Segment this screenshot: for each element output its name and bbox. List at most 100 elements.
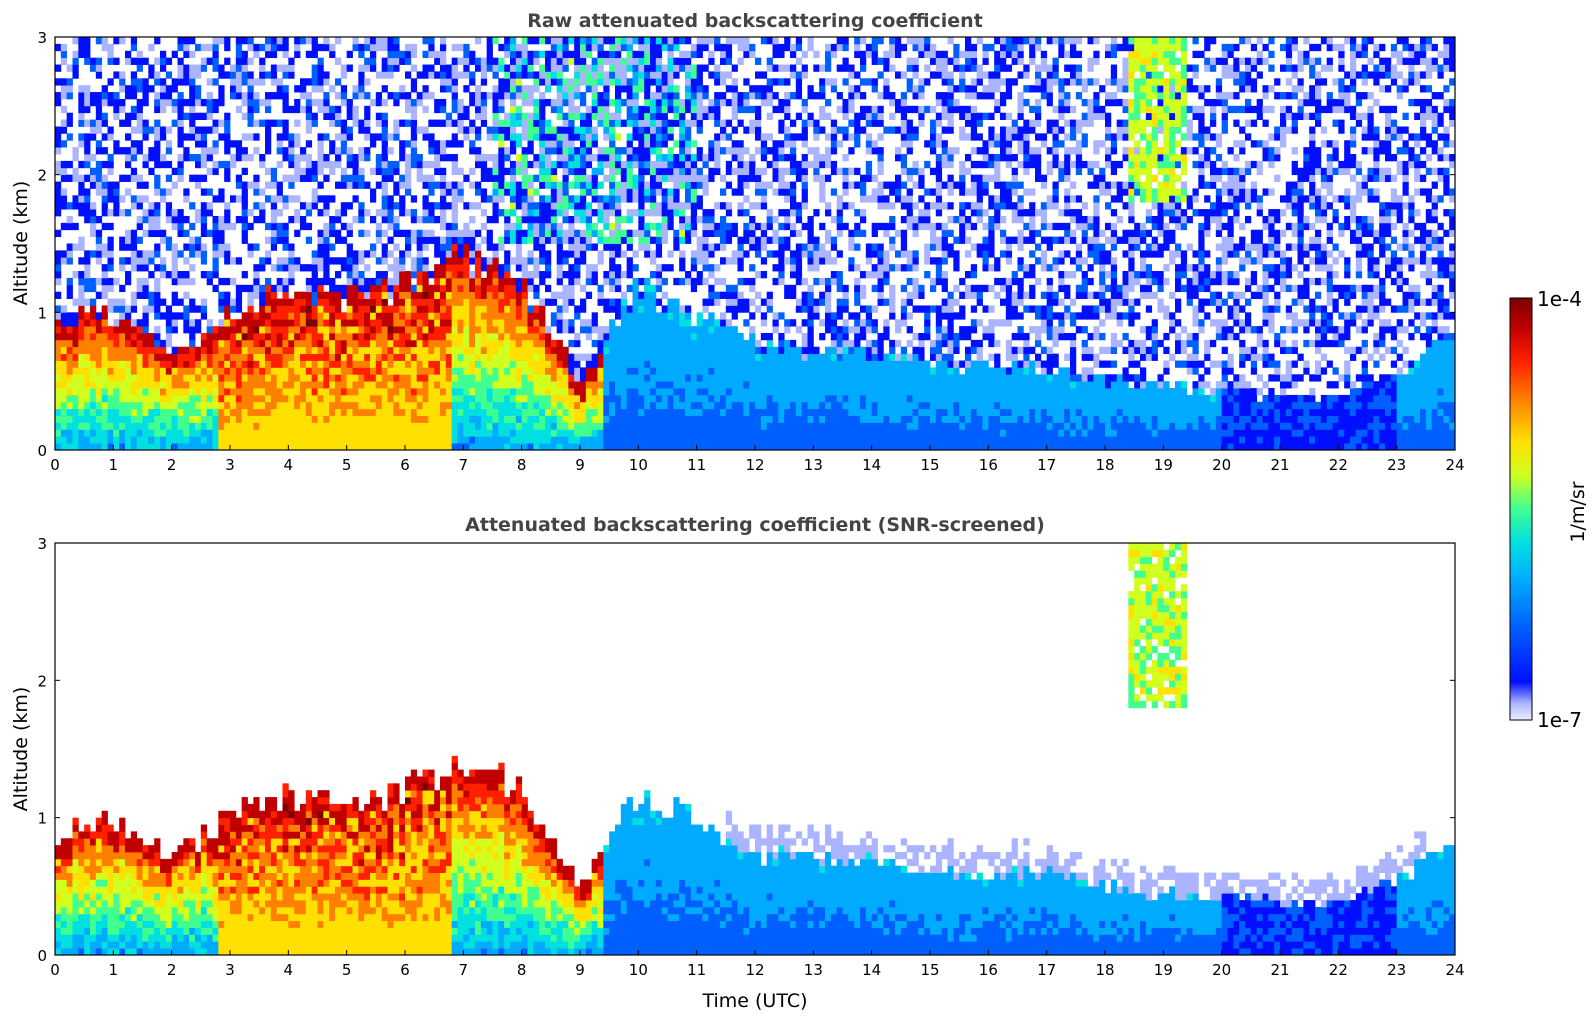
heatmap-cell (119, 147, 126, 155)
heatmap-cell (311, 271, 318, 279)
heatmap-cell (504, 264, 511, 272)
heatmap-cell (515, 215, 523, 224)
heatmap-cell (224, 360, 231, 368)
heatmap-cell (230, 222, 237, 231)
heatmap-cell (370, 339, 377, 348)
heatmap-cell (445, 394, 453, 403)
heatmap-cell (282, 174, 289, 182)
heatmap-cell (597, 209, 604, 217)
heatmap-cell (358, 257, 365, 265)
heatmap-cell (270, 367, 278, 375)
heatmap-cell (422, 332, 429, 341)
heatmap-cell (78, 305, 85, 313)
heatmap-cell (498, 360, 505, 368)
heatmap-cell (562, 257, 569, 265)
heatmap-cell (434, 388, 441, 396)
heatmap-cell (235, 339, 243, 348)
heatmap-cell (591, 415, 598, 423)
heatmap-cell (585, 243, 593, 251)
heatmap-cell (661, 305, 668, 313)
heatmap-cell (416, 374, 423, 382)
heatmap-cell (480, 195, 488, 203)
heatmap-cell (615, 85, 622, 93)
heatmap-cell (253, 284, 260, 293)
heatmap-cell (562, 195, 569, 203)
heatmap-cell (422, 174, 429, 182)
heatmap-cell (78, 332, 85, 341)
heatmap-cell (335, 415, 342, 423)
heatmap-cell (323, 271, 330, 279)
heatmap-cell (125, 360, 132, 368)
heatmap-cell (95, 401, 103, 410)
heatmap-cell (107, 222, 114, 231)
heatmap-cell (422, 71, 429, 79)
heatmap-cell (148, 71, 155, 79)
heatmap-cell (515, 422, 523, 430)
heatmap-cell (580, 140, 587, 148)
heatmap-cell (119, 119, 126, 127)
heatmap-cell (445, 443, 453, 451)
heatmap-cell (679, 381, 686, 389)
heatmap-cell (142, 443, 149, 451)
heatmap-cell (673, 195, 680, 203)
heatmap-cell (515, 112, 523, 120)
heatmap-cell (375, 229, 383, 238)
heatmap-cell (515, 71, 523, 79)
heatmap-cell (475, 374, 482, 382)
heatmap-cell (615, 154, 622, 162)
heatmap-cell (317, 429, 324, 437)
heatmap-cell (539, 147, 546, 155)
heatmap-cell (253, 443, 260, 451)
heatmap-cell (574, 160, 581, 169)
heatmap-cell (352, 339, 359, 348)
heatmap-cell (323, 332, 330, 341)
heatmap-cell (165, 415, 173, 423)
heatmap-cell (463, 326, 470, 334)
heatmap-cell (247, 339, 254, 348)
heatmap-cell (463, 105, 470, 114)
heatmap-cell (288, 271, 295, 279)
heatmap-cell (241, 202, 248, 210)
heatmap-cell (562, 133, 569, 141)
heatmap-cell (504, 257, 511, 265)
heatmap-cell (206, 394, 213, 403)
heatmap-cell (329, 388, 336, 396)
heatmap-cell (475, 394, 482, 403)
heatmap-cell (189, 133, 196, 141)
heatmap-cell (189, 250, 196, 258)
heatmap-cell (84, 264, 91, 272)
heatmap-cell (276, 85, 283, 93)
heatmap-cell (498, 298, 505, 306)
heatmap-cell (609, 57, 616, 65)
heatmap-cell (305, 291, 313, 299)
heatmap-cell (224, 401, 231, 410)
heatmap-cell (212, 408, 219, 416)
heatmap-cell (218, 229, 225, 238)
heatmap-cell (457, 408, 464, 416)
heatmap-cell (475, 264, 482, 272)
heatmap-cell (84, 436, 91, 444)
heatmap-cell (212, 360, 219, 368)
heatmap-cell (66, 319, 73, 327)
heatmap-cell (440, 429, 447, 437)
heatmap-cell (591, 140, 598, 148)
heatmap-cell (556, 188, 563, 196)
heatmap-cell (445, 360, 453, 368)
heatmap-cell (492, 92, 499, 100)
heatmap-cell (463, 401, 470, 410)
heatmap-cell (393, 367, 400, 375)
heatmap-cell (556, 401, 563, 410)
heatmap-cell (556, 50, 563, 59)
heatmap-cell (609, 64, 616, 72)
heatmap-cell (352, 312, 359, 320)
heatmap-cell (644, 394, 651, 403)
heatmap-cell (142, 305, 149, 313)
heatmap-cell (428, 388, 435, 396)
heatmap-cell (189, 422, 196, 430)
heatmap-cell (165, 209, 173, 217)
heatmap-cell (451, 154, 458, 162)
heatmap-cell (241, 367, 248, 375)
heatmap-cell (626, 105, 633, 114)
heatmap-cell (95, 353, 103, 361)
heatmap-cell (375, 319, 383, 327)
